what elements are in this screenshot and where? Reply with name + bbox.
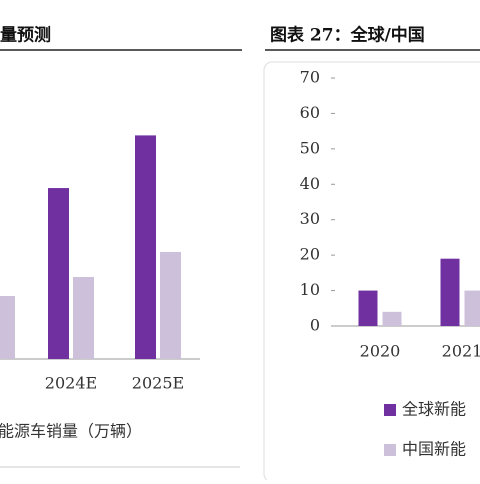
- x-tick-label: 2025E: [132, 374, 184, 393]
- legend-swatch: [384, 404, 396, 416]
- x-tick-label: 2021: [442, 342, 480, 361]
- bar: [441, 259, 460, 326]
- legend-label: 全球新能: [402, 400, 466, 419]
- y-tick-label: 40: [300, 174, 320, 193]
- bar: [359, 291, 378, 326]
- bar: [0, 296, 15, 359]
- y-tick-label: 20: [300, 245, 320, 264]
- y-tick-label: 30: [300, 209, 320, 228]
- y-tick-label: 0: [310, 316, 320, 335]
- y-tick-label: 60: [300, 103, 320, 122]
- legend-label: 能源车销量（万辆）: [0, 422, 142, 441]
- bar: [48, 188, 69, 359]
- legend-label: 中国新能: [402, 440, 466, 459]
- bar: [73, 277, 94, 359]
- bar: [135, 135, 156, 359]
- x-tick-label: 2024E: [45, 374, 97, 393]
- bar: [160, 252, 181, 359]
- chart-title: 量预测: [0, 25, 51, 46]
- legend-swatch: [384, 444, 396, 456]
- y-tick-label: 70: [300, 68, 320, 87]
- chart-title: 图表 27：全球/中国: [270, 25, 425, 46]
- bar: [383, 312, 402, 326]
- y-tick-label: 10: [300, 280, 320, 299]
- bar: [465, 291, 480, 326]
- y-tick-label: 50: [300, 138, 320, 157]
- x-tick-label: 2020: [360, 342, 401, 361]
